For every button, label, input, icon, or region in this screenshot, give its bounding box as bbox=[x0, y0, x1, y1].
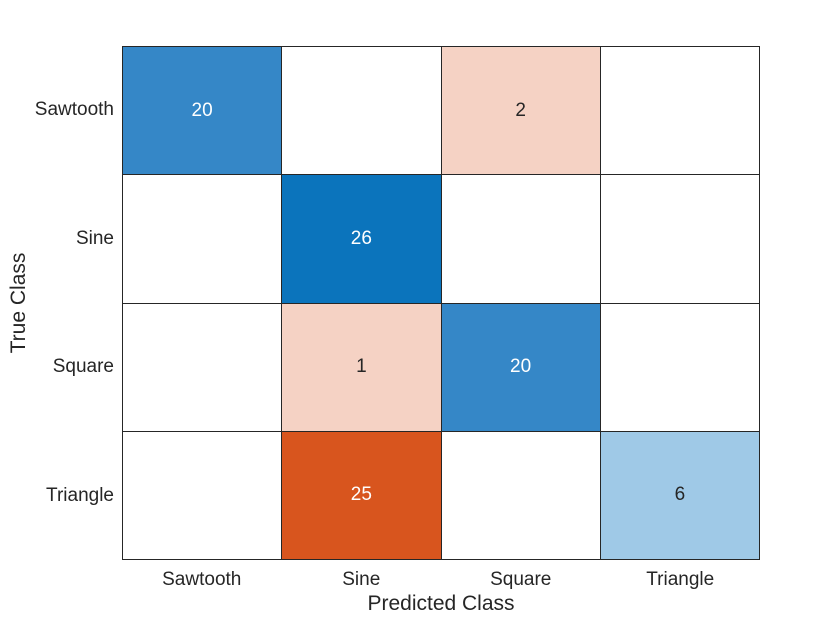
cell-value: 1 bbox=[356, 356, 367, 378]
matrix-cell-r4c3 bbox=[441, 431, 600, 559]
matrix-cell-r3c3: 20 bbox=[441, 303, 600, 431]
y-axis-label: True Class bbox=[7, 252, 30, 354]
matrix-cell-r3c2: 1 bbox=[282, 303, 441, 431]
cell-value: 6 bbox=[674, 484, 686, 506]
matrix-cell-r1c3: 2 bbox=[441, 47, 600, 175]
x-tick-label-square: Square bbox=[490, 569, 552, 590]
matrix-cell-r4c4: 6 bbox=[600, 431, 759, 559]
y-tick-label-sine: Sine bbox=[75, 227, 114, 249]
x-axis-label: Predicted Class bbox=[367, 592, 515, 615]
y-tick-label-square: Square bbox=[52, 356, 114, 378]
matrix-cell-r1c4 bbox=[600, 47, 759, 175]
cell-value: 25 bbox=[350, 484, 372, 506]
matrix-cell-r3c1 bbox=[123, 303, 282, 431]
matrix-cell-r2c2: 26 bbox=[282, 175, 441, 303]
matrix-cell-r1c1: 20 bbox=[123, 47, 282, 175]
matrix-cell-r2c4 bbox=[600, 175, 759, 303]
x-tick-label-triangle: Triangle bbox=[646, 569, 715, 590]
cell-value: 2 bbox=[515, 99, 526, 121]
confusion-matrix-grid: 20 2 26 1 20 25 6 bbox=[122, 46, 760, 560]
matrix-cell-r2c3 bbox=[441, 175, 600, 303]
x-tick-label-sine: Sine bbox=[342, 569, 381, 590]
cell-value: 20 bbox=[510, 356, 532, 378]
matrix-cell-r4c2: 25 bbox=[282, 431, 441, 559]
cell-value: 26 bbox=[350, 227, 372, 249]
matrix-cell-r3c4 bbox=[600, 303, 759, 431]
y-axis-label-container: True Class bbox=[6, 183, 32, 423]
x-tick-label-sawtooth: Sawtooth bbox=[162, 569, 242, 590]
matrix-cell-r2c1 bbox=[123, 175, 282, 303]
cell-value: 20 bbox=[191, 99, 213, 121]
matrix-cell-r1c2 bbox=[282, 47, 441, 175]
y-tick-label-triangle: Triangle bbox=[46, 484, 114, 506]
y-tick-label-sawtooth: Sawtooth bbox=[34, 99, 114, 121]
matrix-cell-r4c1 bbox=[123, 431, 282, 559]
